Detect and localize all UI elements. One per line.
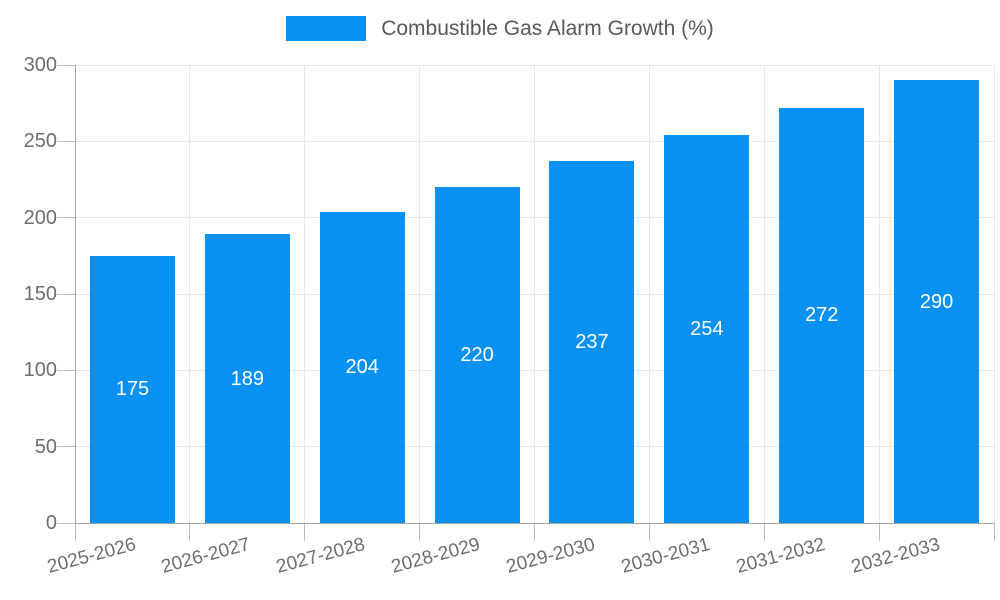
x-tick-label: 2025-2026 xyxy=(44,534,138,578)
bar[interactable] xyxy=(319,211,405,523)
x-gridline xyxy=(304,65,306,523)
x-tick-label: 2029-2030 xyxy=(504,534,598,578)
x-tick xyxy=(648,523,650,541)
y-tick xyxy=(57,369,75,371)
bar[interactable] xyxy=(549,161,635,523)
legend-swatch[interactable] xyxy=(286,16,367,41)
x-gridline xyxy=(534,65,535,523)
bar-value-label: 237 xyxy=(575,331,609,354)
bar-value-label: 189 xyxy=(230,367,264,390)
legend-label[interactable]: Combustible Gas Alarm Growth (%) xyxy=(381,16,714,40)
x-gridline xyxy=(419,65,421,523)
x-tick xyxy=(304,523,306,541)
bar[interactable] xyxy=(894,80,980,523)
bar-value-label: 204 xyxy=(345,356,379,379)
x-tick-label: 2031-2032 xyxy=(733,534,828,578)
y-tick-label: 250 xyxy=(23,130,57,153)
bar-value-label: 254 xyxy=(690,318,724,341)
x-gridline xyxy=(648,65,650,523)
bar-value-label: 220 xyxy=(460,344,494,367)
x-tick-label: 2026-2027 xyxy=(159,534,253,578)
x-axis-line xyxy=(75,523,994,524)
y-tick-label: 200 xyxy=(23,206,57,229)
x-tick xyxy=(993,523,995,541)
x-tick-label: 2032-2033 xyxy=(848,534,942,578)
bar[interactable] xyxy=(779,107,865,523)
x-tick xyxy=(878,523,880,541)
x-tick xyxy=(74,523,76,541)
x-tick-label: 2028-2029 xyxy=(389,534,483,578)
bar[interactable] xyxy=(664,135,750,523)
x-gridline xyxy=(189,65,191,523)
y-tick xyxy=(57,217,75,219)
y-tick xyxy=(57,522,75,524)
legend: Combustible Gas Alarm Growth (%) xyxy=(0,16,1000,41)
bar-value-label: 290 xyxy=(919,290,954,313)
bar-value-label: 272 xyxy=(805,304,839,327)
x-tick xyxy=(189,523,191,541)
bar-value-label: 175 xyxy=(115,378,150,401)
y-tick xyxy=(57,64,75,66)
y-tick-label: 150 xyxy=(23,283,57,305)
y-tick-label: 50 xyxy=(34,435,57,458)
bar[interactable] xyxy=(89,255,175,523)
x-gridline xyxy=(878,65,880,523)
x-tick xyxy=(763,523,765,541)
y-tick-label: 300 xyxy=(23,54,57,76)
y-tick-label: 100 xyxy=(23,359,57,382)
bar[interactable] xyxy=(434,187,520,523)
y-tick-label: 0 xyxy=(45,512,57,534)
x-tick xyxy=(419,523,421,541)
y-tick xyxy=(57,293,75,295)
x-tick-label: 2027-2028 xyxy=(274,534,368,578)
x-tick-label: 2030-2031 xyxy=(619,534,713,578)
x-gridline xyxy=(993,65,995,523)
y-tick xyxy=(57,140,75,142)
x-gridline xyxy=(763,65,765,523)
x-tick xyxy=(534,523,535,541)
bar[interactable] xyxy=(204,234,290,523)
y-axis-line xyxy=(75,65,76,523)
y-tick xyxy=(57,446,75,448)
